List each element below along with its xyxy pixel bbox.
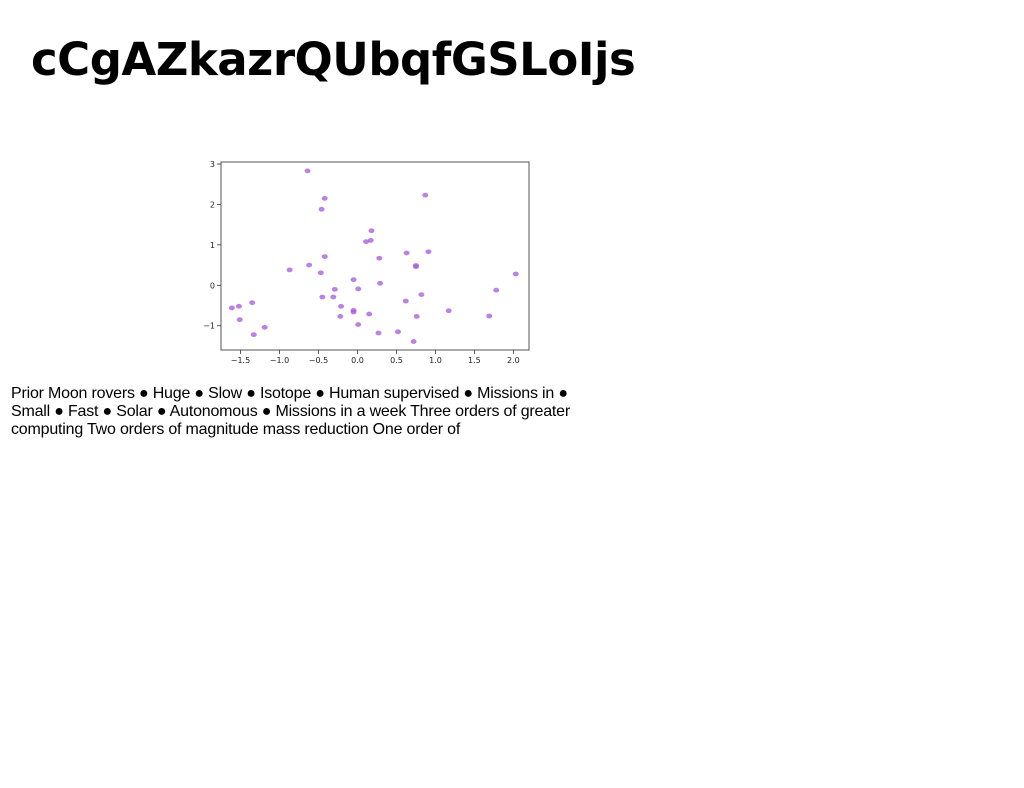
plot-area-frame xyxy=(220,161,530,351)
x-tick-label: 1.0 xyxy=(429,356,442,365)
y-tick-label: 0 xyxy=(210,281,215,290)
scatter-point xyxy=(363,239,370,245)
scatter-point xyxy=(355,322,362,327)
scatter-point xyxy=(368,228,375,234)
scatter-point xyxy=(321,254,328,260)
scatter-point xyxy=(236,317,243,323)
x-tick-label: −1.5 xyxy=(231,356,250,365)
scatter-point xyxy=(425,249,432,255)
scatter-point xyxy=(402,298,409,304)
body-text: Prior Moon rovers ● Huge ● Slow ● Isotop… xyxy=(11,385,571,438)
scatter-plot: −1.5 −1.0 −0.5 0.0 0.5 1.0 1.5 2.0 −1 0 1 2 3 xyxy=(203,160,530,365)
y-tick-label: −1 xyxy=(203,322,215,331)
scatter-point xyxy=(493,287,500,293)
scatter-point xyxy=(445,308,452,314)
scatter-point xyxy=(410,339,417,344)
scatter-point xyxy=(412,264,419,270)
scatter-point xyxy=(318,206,325,212)
scatter-point xyxy=(395,329,402,335)
y-axis: −1 0 1 2 3 xyxy=(203,160,221,331)
scatter-point xyxy=(418,292,425,298)
scatter-point xyxy=(403,250,410,256)
scatter-point xyxy=(366,311,373,317)
scatter-point xyxy=(330,294,337,300)
x-tick-label: 0.0 xyxy=(351,356,364,365)
y-tick-label: 3 xyxy=(210,160,215,169)
x-tick-label: −1.0 xyxy=(270,356,289,365)
scatter-point xyxy=(261,324,268,330)
scatter-point xyxy=(306,262,313,268)
scatter-point xyxy=(375,330,382,336)
scatter-point xyxy=(286,267,293,273)
y-tick-label: 2 xyxy=(210,200,215,209)
scatter-point xyxy=(319,294,326,300)
x-tick-label: −0.5 xyxy=(309,356,328,365)
scatter-point xyxy=(249,300,256,306)
x-axis: −1.5 −1.0 −0.5 0.0 0.5 1.0 1.5 2.0 xyxy=(231,350,520,365)
scatter-point xyxy=(338,303,345,309)
scatter-point xyxy=(377,280,384,286)
scatter-point xyxy=(337,314,344,319)
y-tick-label: 1 xyxy=(210,241,215,250)
scatter-point xyxy=(350,309,357,315)
scatter-point xyxy=(228,305,235,311)
scatter-point xyxy=(376,255,383,261)
page-title: cCgAZkazrQUbqfGSLoIjs xyxy=(31,33,636,86)
x-tick-label: 2.0 xyxy=(507,356,520,365)
scatter-point xyxy=(304,168,311,174)
scatter-point xyxy=(350,277,357,283)
scatter-point xyxy=(422,192,429,198)
scatter-point xyxy=(331,286,338,292)
scatter-point xyxy=(486,313,493,319)
x-tick-label: 0.5 xyxy=(390,356,403,365)
scatter-point xyxy=(321,195,328,201)
scatter-point xyxy=(512,271,519,277)
scatter-point xyxy=(413,314,420,319)
scatter-point xyxy=(235,303,242,309)
scatter-plot-figure: −1.5 −1.0 −0.5 0.0 0.5 1.0 1.5 2.0 −1 0 1 2 3 xyxy=(196,154,536,368)
x-tick-label: 1.5 xyxy=(468,356,481,365)
data-points xyxy=(228,168,519,344)
scatter-point xyxy=(355,286,362,292)
scatter-point xyxy=(250,332,257,338)
scatter-point xyxy=(317,270,324,276)
scatter-point xyxy=(367,238,374,243)
